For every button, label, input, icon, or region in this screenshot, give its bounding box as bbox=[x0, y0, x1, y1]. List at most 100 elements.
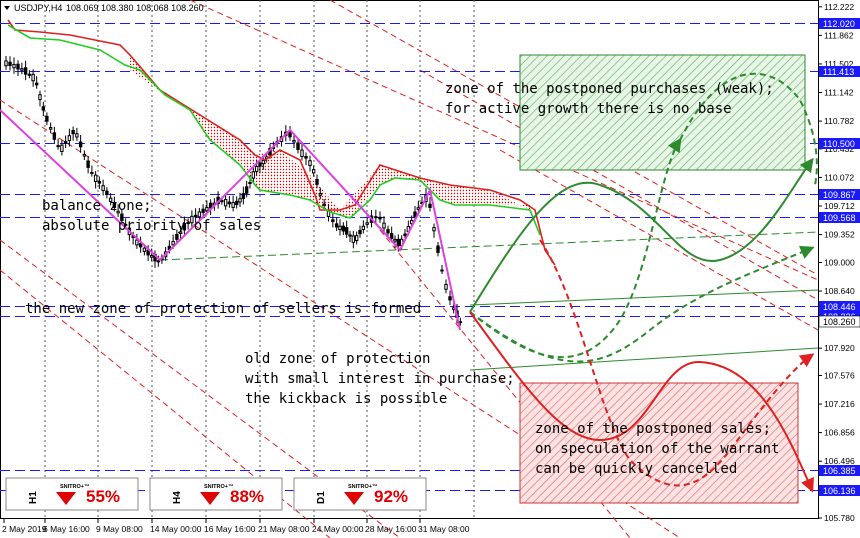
forecast-green-dashed-right bbox=[469, 245, 815, 363]
candle-body bbox=[386, 229, 390, 234]
candle-body bbox=[308, 160, 312, 166]
level-label: 109.867 bbox=[823, 190, 856, 200]
candle-body bbox=[244, 186, 249, 194]
current-price-tag: 108.260 bbox=[818, 315, 860, 328]
candle-body bbox=[358, 230, 362, 235]
candle-body bbox=[311, 169, 316, 174]
candle-body bbox=[448, 296, 452, 301]
support-line bbox=[7, 24, 541, 236]
y-tick-label: 109.352 bbox=[824, 230, 855, 240]
ohlc-label: 108.069 108.380 108.068 108.260 bbox=[66, 3, 204, 13]
candle-body bbox=[186, 222, 190, 224]
candle-body bbox=[149, 255, 154, 258]
candle-body bbox=[123, 223, 128, 226]
forecast-green-solid bbox=[469, 157, 814, 313]
candle-body bbox=[197, 211, 202, 218]
x-tick-label: 14 May 00:00 bbox=[150, 524, 202, 534]
y-tick-label: 108.640 bbox=[824, 286, 855, 296]
down-arrow-icon bbox=[56, 492, 76, 505]
annotation-sales: on speculation of the warrant bbox=[535, 441, 779, 457]
candle-body bbox=[458, 321, 463, 324]
candle-body bbox=[142, 247, 147, 252]
candle-body bbox=[12, 64, 16, 69]
candle-body bbox=[41, 106, 46, 111]
y-tick-label: 110.072 bbox=[824, 172, 854, 182]
candle-body bbox=[82, 153, 87, 157]
candle-body bbox=[348, 234, 352, 237]
candle-body bbox=[334, 223, 339, 228]
widget-brand: SNITRO+™ bbox=[348, 484, 378, 490]
day-separators bbox=[44, 0, 475, 519]
y-tick-label: 107.576 bbox=[824, 370, 855, 380]
level-label: 106.136 bbox=[823, 486, 856, 496]
candle-body bbox=[78, 141, 83, 148]
candle-body bbox=[261, 159, 266, 165]
candle-body bbox=[97, 181, 102, 184]
candle-body bbox=[444, 283, 448, 290]
candle-body bbox=[389, 233, 394, 239]
candle-body bbox=[52, 132, 57, 140]
candle-body bbox=[374, 216, 378, 219]
widget-timeframe: H1 bbox=[28, 491, 39, 504]
zigzag-line bbox=[0, 109, 461, 331]
annotation-old-zone: with small interest in purchase; bbox=[245, 371, 515, 387]
candle-body bbox=[251, 171, 256, 179]
widget-brand: SNITRO+™ bbox=[204, 484, 234, 490]
sales-zone bbox=[519, 382, 799, 504]
candle-body bbox=[254, 166, 259, 172]
candle-body bbox=[292, 139, 296, 143]
annotations: balance zone; absolute priority of sales t… bbox=[25, 81, 779, 477]
candle-body bbox=[34, 82, 39, 86]
candle-body bbox=[351, 235, 356, 243]
candle-body bbox=[428, 203, 432, 208]
candle-body bbox=[120, 213, 124, 222]
y-tick-label: 107.216 bbox=[824, 399, 855, 409]
widget-brand: SNITRO+™ bbox=[60, 484, 90, 490]
y-tick-label: 111.502 bbox=[824, 59, 854, 69]
trend-line bbox=[469, 289, 819, 306]
candle-body bbox=[341, 225, 346, 232]
y-tick-label: 112.222 bbox=[824, 2, 854, 12]
candle-body bbox=[105, 190, 109, 195]
candle-body bbox=[93, 174, 98, 183]
annotation-old-zone: old zone of protection bbox=[245, 351, 430, 367]
candle-body bbox=[193, 214, 198, 218]
level-label: 112.020 bbox=[823, 19, 855, 29]
candle-body bbox=[108, 197, 113, 202]
dropdown-triangle-icon[interactable] bbox=[4, 6, 10, 10]
y-tick-label: 105.780 bbox=[824, 513, 855, 523]
trend-lines bbox=[159, 231, 819, 371]
candle-body bbox=[71, 130, 75, 135]
level-tag bbox=[819, 212, 860, 223]
candle-body bbox=[338, 225, 342, 231]
candle-body bbox=[258, 162, 262, 167]
candle-body bbox=[231, 202, 235, 208]
candle-body bbox=[190, 215, 194, 224]
channel-line bbox=[499, 149, 819, 331]
candle-body bbox=[48, 127, 53, 130]
annotation-balance: balance zone; bbox=[42, 198, 152, 214]
candle-body bbox=[220, 200, 224, 203]
level-label: 109.568 bbox=[823, 213, 856, 223]
x-tick-label: 24 May 00:00 bbox=[312, 524, 364, 534]
y-tick-label: 106.496 bbox=[824, 456, 855, 466]
candle-body bbox=[318, 193, 323, 196]
down-arrow-icon bbox=[344, 492, 364, 505]
candle-body bbox=[20, 68, 24, 71]
widget-timeframe: D1 bbox=[316, 491, 327, 504]
forecast-red-dashed bbox=[539, 239, 815, 487]
candle-body bbox=[86, 160, 90, 168]
level-tag bbox=[819, 189, 860, 200]
forecast-green-dashed-top bbox=[679, 72, 818, 186]
candle-body bbox=[205, 207, 209, 212]
widget-probability: 92% bbox=[374, 487, 408, 506]
candle-body bbox=[315, 179, 319, 185]
y-tick-label: 111.862 bbox=[824, 30, 854, 40]
candle-body bbox=[182, 223, 187, 231]
candle-body bbox=[354, 235, 359, 241]
